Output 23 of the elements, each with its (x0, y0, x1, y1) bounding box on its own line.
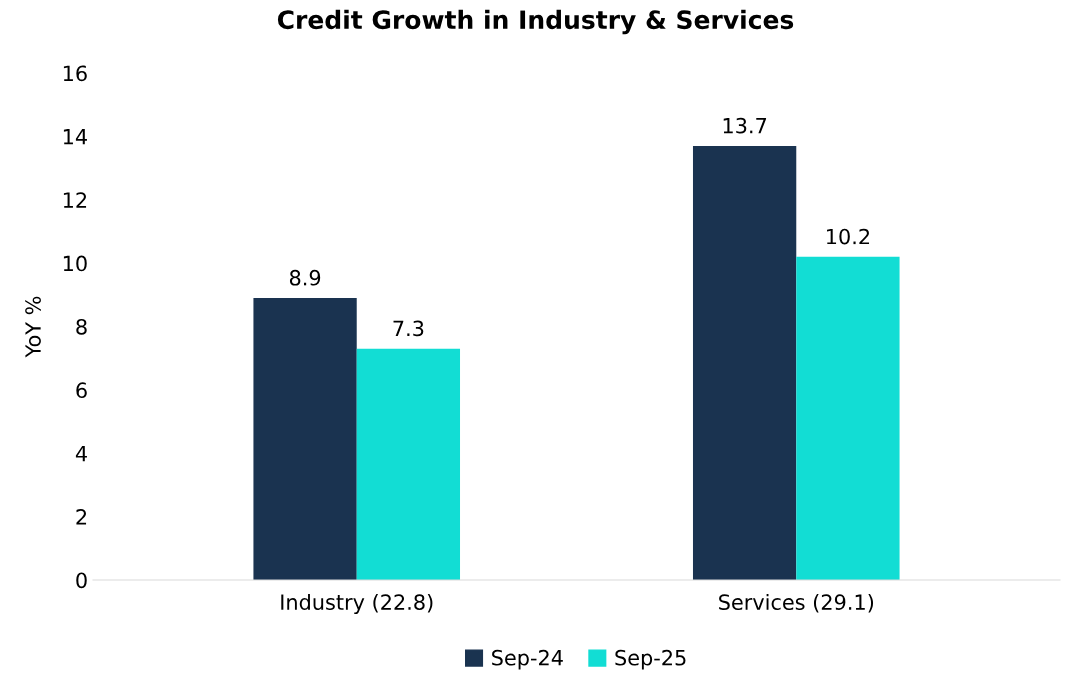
x-tick-label: Industry (22.8) (281, 593, 433, 615)
y-tick-label: 2 (76, 509, 87, 525)
y-tick-label: 12 (63, 192, 87, 208)
y-tick-label: 0 (76, 572, 87, 589)
data-label: 8.9 (289, 269, 321, 286)
chart-title: Credit Growth in Industry & Services (277, 9, 794, 35)
data-label: 10.2 (827, 228, 870, 245)
y-tick-label: 16 (63, 65, 87, 82)
y-tick-label: 6 (76, 382, 87, 399)
y-tick-label: 4 (75, 445, 87, 462)
data-label: 13.7 (723, 117, 767, 134)
y-tick-label: 10 (63, 255, 87, 272)
bar (356, 348, 461, 580)
bar (253, 297, 357, 580)
legend-label: Sep-24 (492, 649, 563, 670)
y-tick-label: 14 (63, 129, 87, 145)
y-tick-label: 8 (76, 318, 87, 335)
bar (692, 145, 797, 580)
y-axis-title: YoY % (25, 296, 41, 358)
x-tick-label: Services (29.1) (719, 593, 874, 613)
bar (796, 256, 900, 580)
data-label: 7.3 (393, 320, 424, 337)
legend-label: Sep-25 (615, 649, 686, 670)
